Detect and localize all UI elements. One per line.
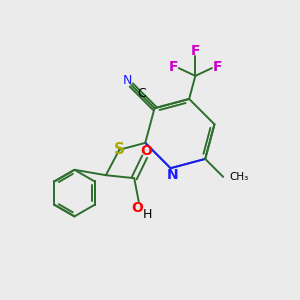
Text: F: F bbox=[190, 44, 200, 58]
Text: N: N bbox=[166, 168, 178, 182]
Text: H: H bbox=[142, 208, 152, 220]
Text: F: F bbox=[169, 60, 178, 74]
Text: O: O bbox=[140, 144, 152, 158]
Text: N: N bbox=[123, 74, 132, 87]
Text: C: C bbox=[137, 87, 146, 100]
Text: CH₃: CH₃ bbox=[230, 172, 249, 182]
Text: S: S bbox=[114, 142, 125, 157]
Text: O: O bbox=[131, 201, 143, 215]
Text: F: F bbox=[212, 60, 222, 74]
